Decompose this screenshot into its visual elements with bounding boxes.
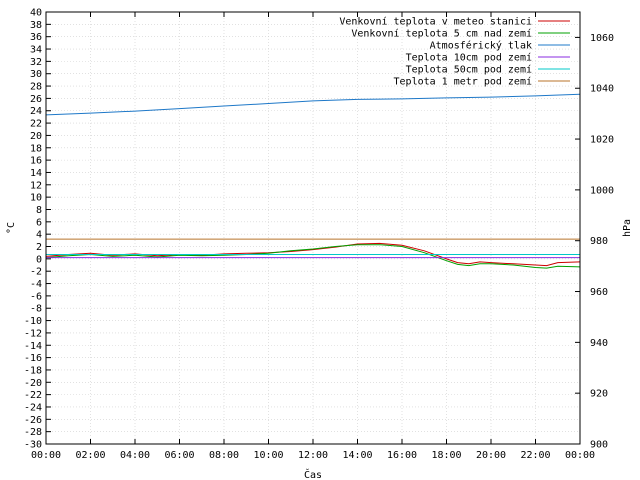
- x-tick-label: 20:00: [476, 450, 506, 461]
- y-tick-label-left: 18: [30, 143, 42, 154]
- legend-label: Teplota 50cm pod zemí: [406, 64, 532, 76]
- y-tick-label-left: 10: [30, 193, 42, 204]
- x-tick-label: 22:00: [520, 450, 550, 461]
- series-line: [45, 93, 581, 116]
- x-tick-label: 02:00: [75, 450, 105, 461]
- x-tick-label: 10:00: [253, 450, 283, 461]
- y-tick-label-right: 900: [590, 440, 608, 451]
- y-axis-label-left: °C: [6, 222, 17, 234]
- y-tick-label-left: -2: [30, 267, 42, 278]
- y-tick-label-left: 28: [30, 82, 42, 93]
- y-tick-label-right: 1040: [590, 84, 614, 95]
- y-tick-label-left: -10: [24, 316, 42, 327]
- legend: Venkovní teplota v meteo staniciVenkovní…: [339, 16, 570, 88]
- y-tick-label-left: 4: [36, 230, 42, 241]
- y-tick-label-left: -24: [24, 402, 42, 413]
- y-tick-label-left: -18: [24, 365, 42, 376]
- ticks-layer: -30-28-26-24-22-20-18-16-14-12-10-8-6-4-…: [24, 8, 614, 462]
- y-tick-label-left: 38: [30, 20, 42, 31]
- y-tick-label-right: 1060: [590, 33, 614, 44]
- y-tick-label-left: -22: [24, 390, 42, 401]
- y-tick-label-right: 1020: [590, 135, 614, 146]
- y-tick-label-left: 30: [30, 69, 42, 80]
- y-tick-label-left: -6: [30, 291, 42, 302]
- x-axis-label: Čas: [304, 468, 322, 480]
- y-tick-label-right: 940: [590, 338, 608, 349]
- y-tick-label-left: -12: [24, 328, 42, 339]
- y-tick-label-left: 36: [30, 32, 42, 43]
- x-tick-label: 00:00: [565, 450, 595, 461]
- y-axis-label-right: hPa: [622, 219, 633, 237]
- y-tick-label-left: 40: [30, 8, 42, 19]
- y-tick-label-left: 26: [30, 94, 42, 105]
- legend-label: Venkovní teplota 5 cm nad zemí: [351, 28, 532, 40]
- y-tick-label-left: -14: [24, 341, 42, 352]
- y-tick-label-right: 960: [590, 287, 608, 298]
- y-tick-label-left: -8: [30, 304, 42, 315]
- x-tick-label: 04:00: [120, 450, 150, 461]
- y-tick-label-left: -16: [24, 353, 42, 364]
- y-tick-label-left: 6: [36, 217, 42, 228]
- legend-label: Atmosférický tlak: [430, 40, 532, 52]
- y-tick-label-right: 980: [590, 236, 608, 247]
- y-tick-label-left: -28: [24, 427, 42, 438]
- y-tick-label-left: 8: [36, 205, 42, 216]
- y-tick-label-left: 32: [30, 57, 42, 68]
- x-tick-label: 06:00: [164, 450, 194, 461]
- y-tick-label-left: 16: [30, 156, 42, 167]
- y-tick-label-left: 12: [30, 180, 42, 191]
- y-tick-label-left: 0: [36, 254, 42, 265]
- series-line: [45, 244, 581, 269]
- x-tick-label: 00:00: [31, 450, 61, 461]
- legend-label: Teplota 1 metr pod zemí: [394, 76, 532, 88]
- y-tick-label-right: 1000: [590, 185, 614, 196]
- y-tick-label-right: 920: [590, 389, 608, 400]
- y-tick-label-left: -30: [24, 440, 42, 451]
- y-tick-label-left: 22: [30, 119, 42, 130]
- y-tick-label-left: -4: [30, 279, 42, 290]
- x-tick-label: 18:00: [431, 450, 461, 461]
- x-tick-label: 14:00: [342, 450, 372, 461]
- legend-label: Venkovní teplota v meteo stanici: [339, 16, 532, 28]
- grid-layer: [46, 12, 580, 444]
- x-tick-label: 12:00: [298, 450, 328, 461]
- y-tick-label-left: 20: [30, 131, 42, 142]
- y-tick-label-left: -20: [24, 378, 42, 389]
- y-tick-label-left: -26: [24, 415, 42, 426]
- legend-label: Teplota 10cm pod zemí: [406, 52, 532, 64]
- x-tick-label: 08:00: [209, 450, 239, 461]
- x-tick-label: 16:00: [387, 450, 417, 461]
- y-tick-label-left: 24: [30, 106, 42, 117]
- series-layer: [45, 93, 581, 269]
- y-tick-label-left: 34: [30, 45, 42, 56]
- y-tick-label-left: 14: [30, 168, 42, 179]
- y-tick-label-left: 2: [36, 242, 42, 253]
